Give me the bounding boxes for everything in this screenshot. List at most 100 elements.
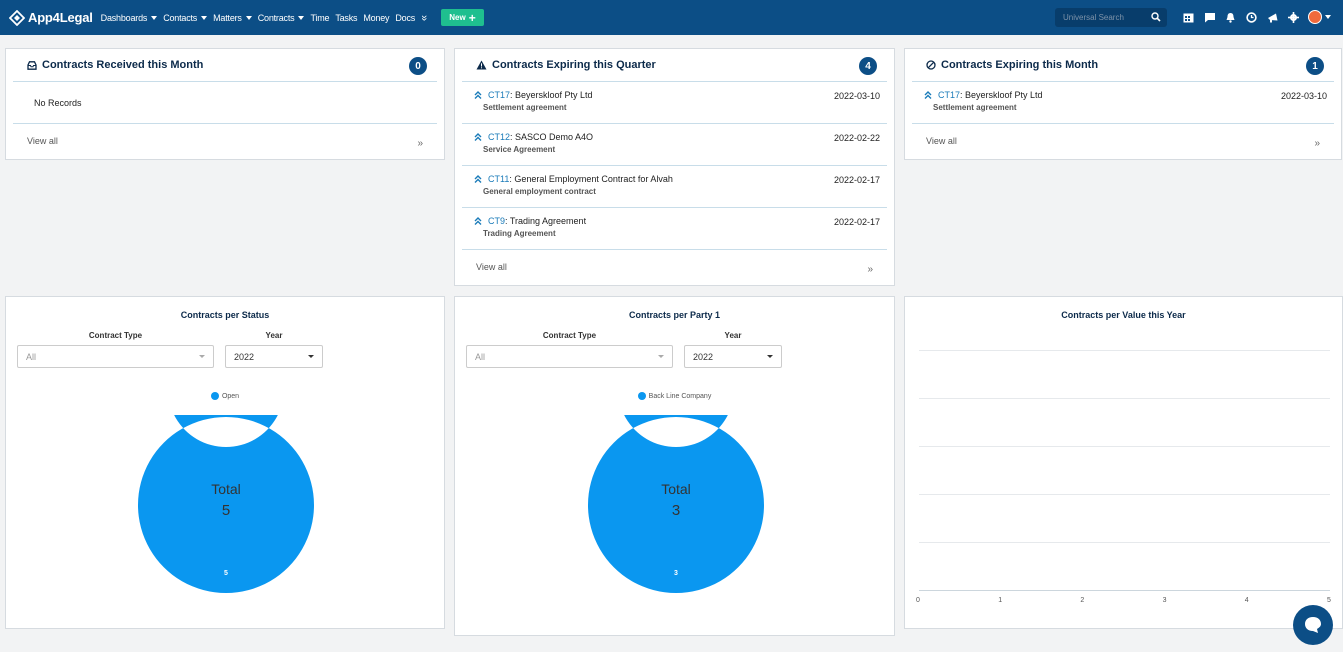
view-all-label: View all: [476, 262, 507, 272]
card-contracts-expiring-quarter: Contracts Expiring this Quarter 4 CT17: …: [454, 48, 895, 286]
clock-icon[interactable]: [1245, 11, 1258, 24]
chevron-down-icon: [201, 15, 208, 20]
warning-icon: [476, 60, 487, 70]
menu-more-icon[interactable]: »: [418, 15, 430, 21]
filter-label: Contract Type: [88, 331, 143, 340]
chat-launcher-button[interactable]: [1293, 605, 1333, 645]
chevron-down-icon: [298, 15, 305, 20]
legend-label: Open: [221, 392, 240, 400]
donut-center-label: Total: [211, 481, 241, 497]
main-menu: Dashboards Contacts Matters Contracts Ti…: [101, 12, 433, 24]
contract-code-link[interactable]: CT11: [488, 174, 510, 184]
user-avatar[interactable]: [1308, 10, 1322, 24]
menu-label: Dashboards: [100, 12, 148, 23]
contract-code-link[interactable]: CT17: [938, 90, 961, 100]
list-item[interactable]: CT9: Trading Agreement Trading Agreement…: [462, 208, 887, 250]
gridline: [919, 350, 1330, 351]
x-tick-label: 2: [1080, 597, 1085, 604]
gridline: [919, 398, 1330, 399]
menu-label: Contacts: [163, 12, 198, 23]
list-item[interactable]: CT11: General Employment Contract for Al…: [462, 166, 887, 208]
search-input[interactable]: [1063, 13, 1153, 22]
chart-legend[interactable]: Back Line Company: [455, 392, 894, 400]
legend-label: Back Line Company: [648, 392, 712, 400]
select-value: 2022: [234, 351, 255, 362]
filter-year: Year 2022: [225, 331, 323, 368]
contract-name: CT17: Beyerskloof Pty Ltd: [938, 90, 1334, 100]
menu-label: Matters: [213, 12, 242, 23]
double-chevron-right-icon: »: [1314, 137, 1320, 149]
brand-logo[interactable]: App4Legal: [9, 9, 93, 26]
count-badge: 4: [859, 57, 877, 75]
chart-filters: Contract Type All Year 2022: [466, 331, 793, 368]
contract-code-link[interactable]: CT12: [488, 132, 511, 142]
view-all-link[interactable]: View all »: [912, 124, 1334, 158]
contract-date: 2022-02-22: [833, 133, 880, 143]
inbox-icon: [27, 60, 37, 70]
year-select[interactable]: 2022: [225, 345, 323, 368]
card-contracts-expiring-month: Contracts Expiring this Month 1 CT17: Be…: [904, 48, 1342, 160]
card-contracts-per-party: Contracts per Party 1 Contract Type All …: [454, 296, 895, 636]
contract-name: CT11: General Employment Contract for Al…: [488, 174, 887, 184]
donut-slice-back-line-company[interactable]: [588, 415, 764, 593]
contract-type-select[interactable]: All: [17, 345, 214, 368]
menu-contracts[interactable]: Contracts: [258, 13, 305, 23]
menu-matters[interactable]: Matters: [213, 13, 252, 23]
legend-swatch: [637, 392, 646, 400]
list-item[interactable]: CT17: Beyerskloof Pty Ltd Settlement agr…: [912, 82, 1334, 124]
contract-type: Service Agreement: [483, 145, 556, 154]
filter-year: Year 2022: [684, 331, 782, 368]
chart-legend[interactable]: Open: [6, 392, 444, 400]
menu-time[interactable]: Time: [310, 13, 329, 23]
contract-name: CT17: Beyerskloof Pty Ltd: [488, 90, 887, 100]
list-item[interactable]: CT12: SASCO Demo A4O Service Agreement 2…: [462, 124, 887, 166]
card-contracts-per-status: Contracts per Status Contract Type All Y…: [5, 296, 445, 629]
gear-icon[interactable]: [1287, 11, 1300, 24]
contract-code-link[interactable]: CT9: [488, 216, 506, 226]
megaphone-icon[interactable]: [1266, 11, 1279, 24]
contract-date: 2022-03-10: [1280, 91, 1327, 101]
menu-label: Money: [363, 12, 390, 23]
contract-name: CT9: Trading Agreement: [488, 216, 887, 226]
view-all-link[interactable]: View all »: [462, 250, 887, 284]
menu-dashboards[interactable]: Dashboards: [101, 13, 158, 23]
chevron-down-icon: [767, 355, 773, 358]
chevron-down-icon: [245, 15, 252, 20]
view-all-link[interactable]: View all »: [13, 124, 437, 158]
chat-icon[interactable]: [1203, 11, 1216, 24]
slice-data-label: 5: [224, 570, 228, 577]
menu-money[interactable]: Money: [363, 13, 389, 23]
donut-center-label: Total: [661, 481, 691, 497]
contract-code-link[interactable]: CT17: [488, 90, 511, 100]
contract-type-select[interactable]: All: [466, 345, 673, 368]
contract-name: CT12: SASCO Demo A4O: [488, 132, 887, 142]
chart-title: Contracts per Value this Year: [1061, 310, 1186, 320]
card-title: Contracts Expiring this Month: [941, 59, 1099, 71]
donut-slice-open[interactable]: [138, 415, 314, 593]
select-value: 2022: [693, 351, 714, 362]
empty-state: No Records: [13, 82, 437, 124]
calendar-icon[interactable]: [1182, 11, 1195, 24]
card-header: Contracts Expiring this Month 1: [912, 49, 1334, 82]
card-contracts-received: Contracts Received this Month 0 No Recor…: [5, 48, 445, 160]
x-axis-line: [919, 590, 1330, 591]
x-tick-label: 4: [1244, 597, 1249, 604]
menu-tasks[interactable]: Tasks: [335, 13, 357, 23]
filter-contract-type: Contract Type All: [17, 331, 214, 368]
search-icon[interactable]: [1151, 12, 1161, 22]
chevron-down-icon: [151, 15, 158, 20]
list-item[interactable]: CT17: Beyerskloof Pty Ltd Settlement agr…: [462, 82, 887, 124]
bell-icon[interactable]: [1224, 11, 1237, 24]
contract-type: Trading Agreement: [483, 229, 556, 238]
menu-contacts[interactable]: Contacts: [163, 12, 208, 23]
chat-bubble-icon: [1305, 617, 1321, 633]
x-tick-label: 1: [998, 597, 1003, 604]
menu-label: Time: [310, 12, 330, 23]
count-badge: 0: [409, 57, 427, 75]
new-button[interactable]: New +: [440, 9, 484, 26]
contract-title: : SASCO Demo A4O: [510, 132, 594, 142]
chevron-down-icon[interactable]: [1325, 15, 1331, 19]
year-select[interactable]: 2022: [684, 345, 782, 368]
menu-docs[interactable]: Docs: [395, 13, 415, 23]
gridline: [919, 446, 1330, 447]
